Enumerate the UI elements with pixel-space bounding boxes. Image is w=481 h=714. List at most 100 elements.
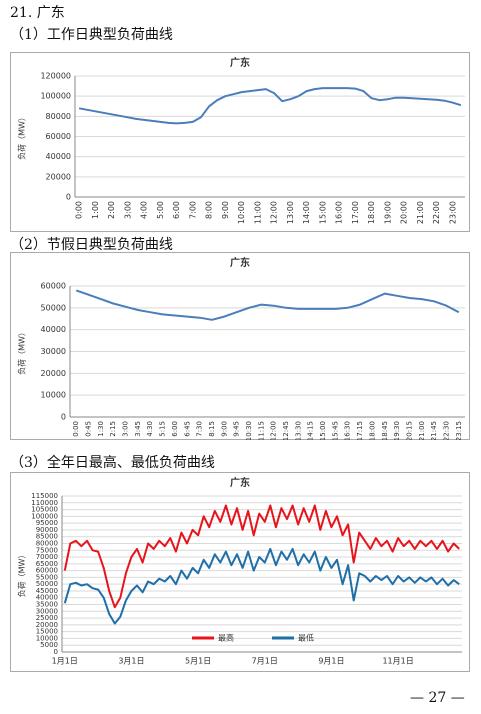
y-tick-label: 40000 xyxy=(46,152,71,161)
x-tick-label: 7:00 xyxy=(188,201,197,219)
x-tick-label: 21:45 xyxy=(430,421,438,440)
y-tick-label: 40000 xyxy=(36,594,58,602)
y-tick-label: 35000 xyxy=(36,601,58,609)
y-axis-label: 负荷（MW） xyxy=(17,113,27,160)
x-tick-label: 15:45 xyxy=(331,421,339,440)
x-tick-label: 11:00 xyxy=(253,201,262,224)
x-tick-label: 18:00 xyxy=(367,201,376,224)
y-tick-label: 85000 xyxy=(36,533,58,541)
chart-title: 广东 xyxy=(230,56,250,69)
x-tick-label: 15:00 xyxy=(319,421,327,440)
x-tick-label: 22:00 xyxy=(432,201,441,224)
y-axis-label: 负荷（MW） xyxy=(17,551,27,598)
y-tick-label: 65000 xyxy=(36,560,58,568)
y-tick-label: 110000 xyxy=(31,499,58,507)
y-tick-label: 15000 xyxy=(36,628,58,636)
x-tick-label: 16:00 xyxy=(335,201,344,224)
chart-frame xyxy=(10,52,470,232)
x-tick-label: 18:45 xyxy=(381,421,389,440)
y-tick-label: 105000 xyxy=(31,506,58,514)
chart-frame xyxy=(10,252,470,440)
x-tick-label: 0:00 xyxy=(72,421,80,437)
x-tick-label: 11月1日 xyxy=(382,657,413,666)
x-tick-label: 7月1日 xyxy=(252,657,278,666)
y-tick-label: 40000 xyxy=(41,325,66,334)
x-tick-label: 6:00 xyxy=(171,421,179,437)
x-tick-label: 1月1日 xyxy=(52,657,78,666)
x-tick-label: 3:00 xyxy=(123,201,132,219)
y-tick-label: 20000 xyxy=(46,172,71,181)
chart-frame xyxy=(10,472,470,672)
x-tick-label: 21:00 xyxy=(416,201,425,224)
x-tick-label: 17:00 xyxy=(351,201,360,224)
y-tick-label: 0 xyxy=(66,193,71,202)
y-tick-label: 50000 xyxy=(36,580,58,588)
y-tick-label: 55000 xyxy=(36,573,58,581)
x-tick-label: 6:00 xyxy=(172,201,181,219)
x-tick-label: 10:30 xyxy=(245,421,253,440)
y-tick-label: 0 xyxy=(54,648,58,656)
x-tick-label: 20:00 xyxy=(400,201,409,224)
x-tick-label: 9月1日 xyxy=(318,657,344,666)
y-tick-label: 60000 xyxy=(36,567,58,575)
y-tick-label: 20000 xyxy=(41,369,66,378)
legend-label: 最高 xyxy=(218,633,234,643)
x-tick-label: 13:00 xyxy=(286,201,295,224)
x-tick-label: 22:30 xyxy=(442,421,450,440)
y-tick-label: 30000 xyxy=(41,347,66,356)
x-tick-label: 2:15 xyxy=(109,421,117,437)
x-tick-label: 12:45 xyxy=(282,421,290,440)
footer: — 27 — xyxy=(410,690,465,706)
x-tick-label: 3月1日 xyxy=(118,657,144,666)
y-tick-label: 60000 xyxy=(46,132,71,141)
y-tick-label: 70000 xyxy=(36,553,58,561)
y-tick-label: 80000 xyxy=(36,539,58,547)
x-tick-label: 9:00 xyxy=(220,421,228,437)
y-tick-label: 5000 xyxy=(40,641,58,649)
x-tick-label: 12:00 xyxy=(270,201,279,224)
x-tick-label: 13:30 xyxy=(294,421,302,440)
x-tick-label: 15:00 xyxy=(318,201,327,224)
y-tick-label: 20000 xyxy=(36,621,58,629)
line-series xyxy=(63,504,460,609)
line-series xyxy=(78,87,462,125)
y-tick-label: 75000 xyxy=(36,546,58,554)
x-tick-label: 5:15 xyxy=(159,421,167,437)
x-tick-label: 6:45 xyxy=(183,421,191,437)
x-tick-label: 4:30 xyxy=(146,421,154,437)
y-tick-label: 60000 xyxy=(41,282,66,291)
y-tick-label: 100000 xyxy=(31,512,58,520)
x-tick-label: 11:15 xyxy=(257,421,265,440)
x-tick-label: 18:00 xyxy=(368,421,376,440)
x-tick-label: 1:00 xyxy=(91,201,100,219)
y-axis-label: 负荷（MW） xyxy=(17,328,27,375)
x-tick-label: 16:30 xyxy=(344,421,352,440)
x-tick-label: 4:00 xyxy=(140,201,149,219)
x-tick-label: 14:15 xyxy=(307,421,315,440)
y-tick-label: 10000 xyxy=(36,634,58,642)
y-tick-label: 30000 xyxy=(36,607,58,615)
x-tick-label: 23:00 xyxy=(448,201,457,224)
x-tick-label: 0:00 xyxy=(75,201,84,219)
x-tick-label: 12:00 xyxy=(270,421,278,440)
x-tick-label: 8:15 xyxy=(208,421,216,437)
y-tick-label: 115000 xyxy=(31,492,58,500)
y-tick-label: 45000 xyxy=(36,587,58,595)
chart-title: 广东 xyxy=(230,476,250,489)
x-tick-label: 8:00 xyxy=(205,201,214,219)
x-tick-label: 19:30 xyxy=(393,421,401,440)
x-tick-label: 21:00 xyxy=(418,421,426,440)
x-tick-label: 20:15 xyxy=(405,421,413,440)
y-tick-label: 80000 xyxy=(46,112,71,121)
chart-title: 广东 xyxy=(230,256,250,269)
line-series xyxy=(75,289,460,321)
y-tick-label: 100000 xyxy=(40,92,71,101)
y-tick-label: 120000 xyxy=(40,72,71,81)
x-tick-label: 3:45 xyxy=(134,421,142,437)
x-tick-label: 3:00 xyxy=(122,421,130,437)
caption: （2）节假日典型负荷曲线 xyxy=(10,237,173,253)
y-tick-label: 10000 xyxy=(41,391,66,400)
